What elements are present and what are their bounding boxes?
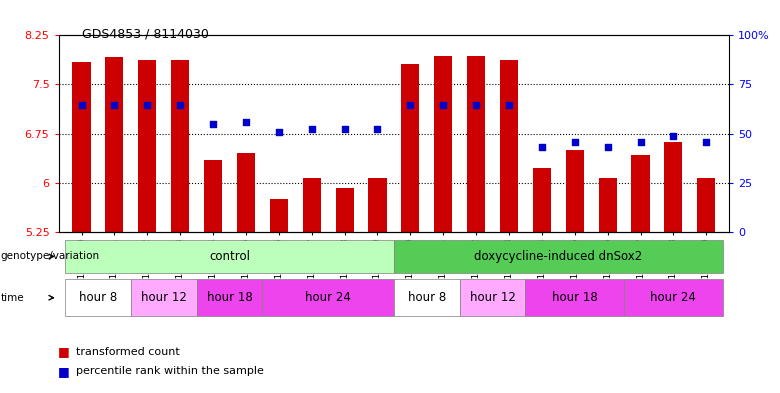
Point (503, 102, 516, 108)
Text: hour 8: hour 8 (79, 291, 117, 304)
Bar (204, 160, 222, 232)
Point (667, 132, 679, 139)
Text: hour 18: hour 18 (207, 291, 253, 304)
Bar (697, 178, 715, 232)
Bar (533, 168, 551, 232)
Bar (665, 142, 682, 232)
Point (634, 139, 647, 145)
Bar (270, 199, 288, 232)
Text: hour 18: hour 18 (552, 291, 597, 304)
Text: ■: ■ (58, 365, 74, 378)
Text: time: time (1, 293, 24, 303)
Text: hour 8: hour 8 (408, 291, 446, 304)
Text: hour 12: hour 12 (140, 291, 186, 304)
Point (437, 102, 449, 108)
Text: transformed count: transformed count (76, 347, 179, 357)
Bar (262, 279, 394, 316)
Point (174, 102, 186, 108)
Bar (394, 279, 459, 316)
Bar (434, 56, 452, 232)
Text: GDS4853 / 8114030: GDS4853 / 8114030 (82, 28, 209, 40)
Bar (303, 178, 321, 232)
Bar (105, 57, 123, 232)
Point (601, 143, 614, 150)
Bar (197, 279, 262, 316)
Bar (73, 62, 90, 232)
Bar (138, 60, 156, 232)
Point (141, 102, 154, 108)
Bar (566, 150, 583, 232)
Bar (467, 56, 485, 232)
Bar (65, 279, 131, 316)
Point (371, 126, 384, 132)
Point (239, 119, 252, 126)
Text: percentile rank within the sample: percentile rank within the sample (76, 366, 264, 376)
Point (700, 139, 712, 145)
Text: genotype/variation: genotype/variation (1, 252, 100, 261)
Point (339, 126, 351, 132)
Bar (459, 279, 526, 316)
Bar (500, 60, 518, 232)
Point (108, 102, 121, 108)
Bar (65, 240, 394, 273)
Point (76, 102, 88, 108)
Text: ■: ■ (58, 345, 74, 358)
Bar (624, 279, 723, 316)
Point (569, 139, 581, 145)
Bar (131, 279, 197, 316)
Text: hour 24: hour 24 (651, 291, 697, 304)
Bar (394, 240, 723, 273)
Point (404, 102, 417, 108)
Point (207, 121, 219, 127)
Text: control: control (209, 250, 250, 263)
Bar (368, 178, 387, 232)
Text: hour 12: hour 12 (470, 291, 516, 304)
Point (306, 126, 318, 132)
Bar (335, 188, 353, 232)
Point (272, 129, 285, 136)
Bar (401, 64, 420, 232)
Text: hour 24: hour 24 (305, 291, 351, 304)
Point (470, 102, 482, 108)
Bar (526, 279, 624, 316)
Point (536, 143, 548, 150)
Bar (632, 155, 650, 232)
Bar (598, 178, 617, 232)
Text: doxycycline-induced dnSox2: doxycycline-induced dnSox2 (474, 250, 643, 263)
Bar (171, 60, 190, 232)
Bar (237, 153, 255, 232)
